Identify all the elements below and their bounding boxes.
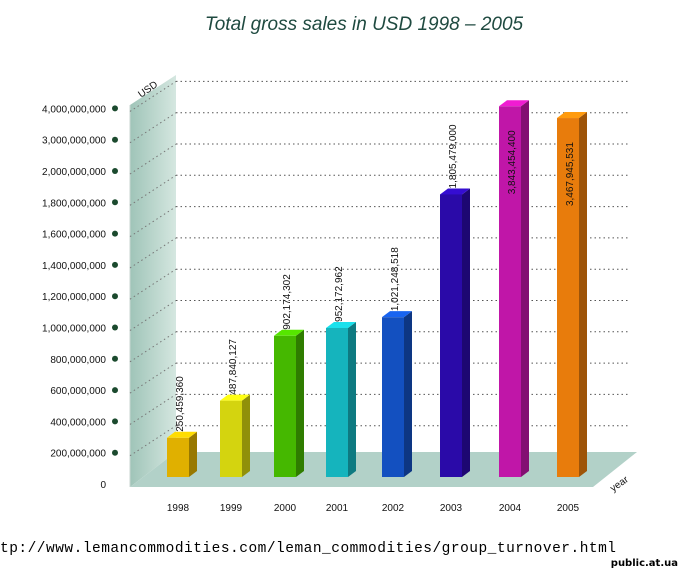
y-tick-label: 200,000,000: [50, 449, 106, 460]
bar-front: [382, 317, 404, 477]
bar-value-label: 1,021,248,518: [390, 247, 401, 311]
tick-dot-icon: [112, 387, 118, 394]
x-axis-title: year: [608, 474, 631, 495]
bar-value-label: 250,459,360: [175, 376, 186, 432]
y-tick-label: 1,600,000,000: [42, 230, 106, 241]
gridline-diagonal: [129, 174, 177, 206]
bar-value-label: 487,840,127: [228, 339, 239, 395]
x-tick-label: 2001: [326, 503, 349, 514]
y-tick-label: 600,000,000: [50, 386, 106, 397]
gridline-diagonal: [129, 362, 177, 394]
tick-dot-icon: [112, 199, 118, 206]
x-tick-label: 2004: [499, 503, 522, 514]
bar-side: [521, 100, 529, 478]
tick-dot-icon: [112, 293, 118, 300]
bar-side: [579, 112, 587, 477]
y-tick-label: 1,000,000,000: [42, 324, 106, 335]
tick-dot-icon: [112, 324, 118, 331]
bar-front: [274, 335, 296, 477]
bar-side: [348, 321, 356, 477]
bar: 3,843,454,400: [499, 100, 529, 478]
bar-front: [499, 106, 521, 478]
bar-top: [382, 311, 412, 318]
bar-value-label: 3,467,945,531: [565, 142, 576, 206]
bar-value-label: 952,172,962: [334, 266, 345, 322]
y-tick-label: 1,400,000,000: [42, 261, 106, 272]
bar-value-label: 902,174,302: [282, 274, 293, 330]
bar-top: [557, 112, 587, 119]
back-wall: [130, 75, 176, 487]
bar-top: [274, 329, 304, 336]
x-tick-label: 2003: [440, 503, 463, 514]
y-tick-label: 400,000,000: [50, 417, 106, 428]
bar-top: [220, 394, 250, 401]
bar-value-label: 3,843,454,400: [507, 130, 518, 194]
bar-value-label: 1,805,479,000: [448, 124, 459, 188]
bar-side: [189, 431, 197, 477]
gridline-diagonal: [129, 237, 177, 269]
bar: 250,459,360: [167, 376, 197, 477]
tick-dot-icon: [112, 449, 118, 456]
x-tick-label: 1998: [167, 503, 190, 514]
bar-top: [326, 321, 356, 328]
y-tick-label: 4,000,000,000: [42, 104, 106, 115]
gridline-diagonal: [129, 143, 177, 175]
gridline-diagonal: [129, 268, 177, 300]
watermark-stamp: public.at.ua: [610, 558, 678, 569]
y-tick-label: 1,200,000,000: [42, 292, 106, 303]
bar: 902,174,302: [274, 274, 304, 477]
gridline-diagonal: [129, 393, 177, 425]
x-tick-label: 2002: [382, 503, 405, 514]
bar-front: [167, 437, 189, 477]
x-tick-label: 2005: [557, 503, 580, 514]
gridline-diagonal: [129, 300, 177, 331]
gridline-diagonal: [129, 425, 177, 457]
bar-front: [326, 327, 348, 477]
y-tick-label: 3,000,000,000: [42, 136, 106, 147]
tick-dot-icon: [112, 261, 118, 268]
gridline-diagonal: [129, 80, 177, 112]
bar: 1,021,248,518: [382, 247, 412, 477]
x-tick-label: 1999: [220, 503, 243, 514]
bar: 487,840,127: [220, 339, 250, 477]
bar: 1,805,479,000: [440, 124, 470, 477]
y-tick-label: 0: [100, 480, 106, 491]
gridline-diagonal: [129, 112, 177, 144]
bar-top: [499, 100, 529, 107]
gridline-diagonal: [129, 331, 177, 363]
bar-side: [242, 394, 250, 477]
bar-top: [167, 431, 197, 438]
y-tick-label: 2,000,000,000: [42, 167, 106, 178]
bar-front: [557, 118, 579, 477]
tick-dot-icon: [112, 168, 118, 174]
source-url[interactable]: tp://www.lemancommodities.com/leman_comm…: [0, 541, 617, 557]
bar-top: [440, 188, 470, 195]
bar: 952,172,962: [326, 266, 356, 477]
bar-side: [404, 311, 412, 477]
gridline-diagonal: [129, 206, 177, 238]
y-tick-label: 1,800,000,000: [42, 198, 106, 209]
chart-title: Total gross sales in USD 1998 – 2005: [205, 14, 524, 35]
bar-front: [220, 400, 242, 477]
tick-dot-icon: [112, 105, 118, 112]
x-tick-label: 2000: [274, 503, 297, 514]
bar-side: [462, 188, 470, 477]
bar-front: [440, 194, 462, 477]
y-tick-label: 800,000,000: [50, 355, 106, 366]
tick-dot-icon: [112, 355, 118, 362]
tick-dot-icon: [112, 136, 118, 143]
bar-side: [296, 329, 304, 477]
tick-dot-icon: [112, 230, 118, 237]
bar: 3,467,945,531: [557, 112, 587, 477]
tick-dot-icon: [112, 418, 118, 425]
